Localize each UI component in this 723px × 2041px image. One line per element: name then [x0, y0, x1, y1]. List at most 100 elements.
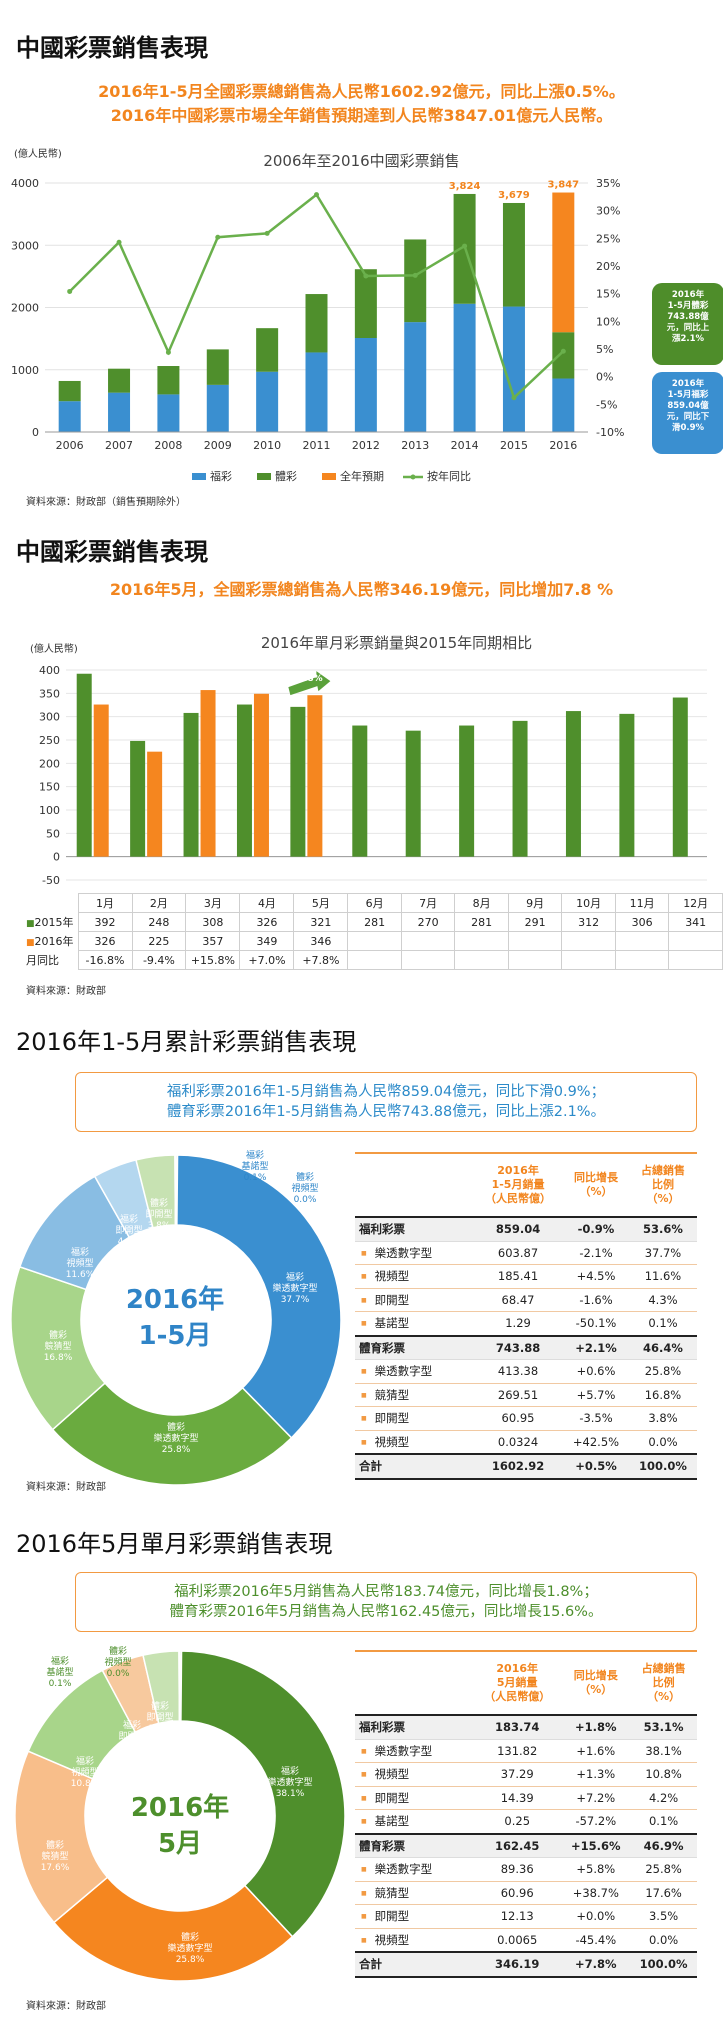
data-table-cell: 2月 [131, 893, 187, 913]
chart1-bar-fucai [206, 384, 229, 432]
sales-table-name: 基諾型 [355, 1311, 473, 1336]
sales-table-header: 占總銷售 比例 （%） [628, 1152, 697, 1217]
data-table-cell [400, 931, 456, 951]
data-table-row-header: ■2016年 [26, 935, 74, 948]
chart1-bar-fucai [157, 394, 180, 432]
callout-fucai: 2016年 1-5月福彩 859.04億 元，同比下 滑0.9% [652, 372, 723, 454]
section3-source: 資料來源：財政部 [26, 1482, 106, 1493]
data-table-cell: 346 [293, 931, 349, 951]
data-table-cell: 270 [400, 912, 456, 932]
sales-table-name: 視頻型 [355, 1430, 473, 1455]
chart1-bar-ticai [502, 202, 525, 307]
chart1-line-point [560, 348, 566, 354]
data-table-cell: 248 [131, 912, 187, 932]
data-table-cell: 281 [347, 912, 402, 932]
chart1-bar-fucai [108, 392, 131, 432]
data-table-cell: 12月 [668, 893, 723, 913]
chart1-bar-fucai [354, 338, 377, 432]
sales-table-name: 樂透數字型 [355, 1739, 473, 1763]
chart1-bar-ticai [552, 332, 575, 379]
data-table-cell: -9.4% [131, 950, 187, 970]
sales-table-cell: 3.5% [630, 1904, 697, 1929]
sales-table-cell: 4.2% [630, 1786, 697, 1810]
sales-table-row: 體育彩票 743.88 +2.1% 46.4% [355, 1334, 697, 1360]
sales-table-cell: -0.9% [563, 1216, 629, 1242]
data-table-cell: 392 [77, 912, 133, 932]
sales-table-cell: 46.9% [630, 1832, 697, 1858]
donut-slice-label: 體彩即開型 3.5% [146, 1700, 173, 1734]
chart1-xtick-label: 2007 [105, 439, 133, 452]
sales-table-header [355, 1152, 473, 1217]
sales-table-cell: +38.7% [561, 1881, 631, 1905]
chart1-legend-swatch [257, 473, 271, 480]
donut-slice-label: 體彩視頻型 0.0% [104, 1645, 131, 1679]
chart2-ytick-label: 50 [46, 827, 60, 840]
sales-table-cell: 743.88 [473, 1334, 564, 1360]
sales-table-cell: 11.6% [628, 1264, 697, 1289]
sales-table-cell: 46.4% [628, 1334, 697, 1360]
donut1-pie-chart: 福彩樂透數字型 37.7% 體彩樂透數字型 25.8% 體彩競猜型 16.8% 福彩視頻型 1… [10, 1149, 342, 1485]
chart1-legend-label: 按年同比 [427, 469, 471, 483]
sales-table-cell: +0.6% [563, 1359, 629, 1384]
sales-table-cell: +7.8% [561, 1951, 631, 1978]
sales-table-cell: 14.39 [473, 1786, 562, 1810]
sales-table-name: 體育彩票 [355, 1334, 473, 1360]
data-table-cell: 7月 [400, 893, 456, 913]
sales-table-name: 樂透數字型 [355, 1857, 473, 1882]
donut-slice-label: 福彩基諾型 0.1% [241, 1149, 268, 1183]
section1-title: 中國彩票銷售表現 [16, 34, 208, 62]
donut-slice-label: 福彩樂透數字型 38.1% [267, 1765, 312, 1799]
data-table-cell: 1月 [77, 893, 133, 913]
sales-table-row: 合計 1602.92 +0.5% 100.0% [355, 1453, 697, 1480]
chart1-ytick-label: 3000 [11, 239, 39, 252]
section3-summary-line1: 福利彩票2016年1-5月銷售為人民幣859.04億元，同比下滑0.9%； [166, 1084, 606, 1100]
chart1-bar-fucai [256, 371, 279, 432]
chart1-legend-label: 福彩 [210, 469, 232, 483]
section4-summary-box: 福利彩票2016年5月銷售為人民幣183.74億元，同比增長1.8%； 體育彩票… [75, 1572, 697, 1632]
donut-slice-label: 福彩樂透數字型 37.7% [272, 1271, 317, 1305]
sales-table-name: 合計 [355, 1951, 473, 1978]
chart2-bar-2015 [672, 697, 688, 857]
chart1-bar-fucai [305, 352, 328, 432]
callout-ticai: 2016年 1-5月體彩 743.88億 元，同比上 漲2.1% [652, 283, 723, 365]
chart1-line-point [215, 234, 221, 240]
chart1-xtick-label: 2008 [154, 439, 182, 452]
chart1-line-point [67, 288, 73, 294]
sales-table-cell: 0.0% [628, 1430, 697, 1455]
donut-slice-label: 福彩即開型 4.3% [115, 1213, 142, 1247]
sales-table-cell: 346.19 [473, 1951, 562, 1978]
chart1-legend-marker [410, 474, 416, 480]
data-table-cell: +15.8% [185, 950, 241, 970]
data-table-cell: 6月 [347, 893, 402, 913]
chart1-ytick-label: 2000 [11, 302, 39, 315]
sales-table-cell: 269.51 [473, 1383, 564, 1407]
sales-table-cell: -57.2% [561, 1809, 631, 1834]
chart1-legend-label: 全年預期 [340, 469, 384, 483]
data-table-row-header: ■2015年 [26, 916, 74, 929]
sales-table-cell: 1602.92 [473, 1453, 564, 1480]
sales-table-name: 視頻型 [355, 1928, 473, 1953]
sales-table-cell: 53.6% [628, 1216, 697, 1242]
sales-table-cell: 131.82 [473, 1739, 562, 1763]
chart1-xtick-label: 2013 [401, 439, 429, 452]
sales-table-cell: -50.1% [563, 1311, 629, 1336]
chart1-bar-ticai [305, 294, 328, 353]
donut-slice-label: 體彩即開型 3.8% [145, 1197, 172, 1231]
chart1-y2tick-label: 5% [596, 343, 613, 356]
data-table-cell: 326 [239, 912, 295, 932]
chart1-bar-ticai [404, 239, 427, 323]
chart2-ytick-label: 100 [39, 804, 60, 817]
donut-slice-label: 體彩樂透數字型 25.8% [167, 1931, 212, 1965]
sales-table-cell: 38.1% [630, 1739, 697, 1763]
data-table-row-header: 月同比 [26, 954, 59, 967]
chart1-y2tick-label: 20% [596, 260, 620, 273]
sales-table-header: 2016年 1-5月銷量 （人民幣億） [473, 1152, 564, 1217]
data-table-cell: 357 [185, 931, 241, 951]
data-table-cell: 312 [561, 912, 616, 932]
donut-slice-label: 福彩視頻型 11.6% [66, 1246, 95, 1280]
chart2-bar-2015 [459, 725, 475, 857]
chart2-bar-chart: -50 0 50 100 150 200 250 300 350 400 +7.8% [39, 664, 707, 887]
